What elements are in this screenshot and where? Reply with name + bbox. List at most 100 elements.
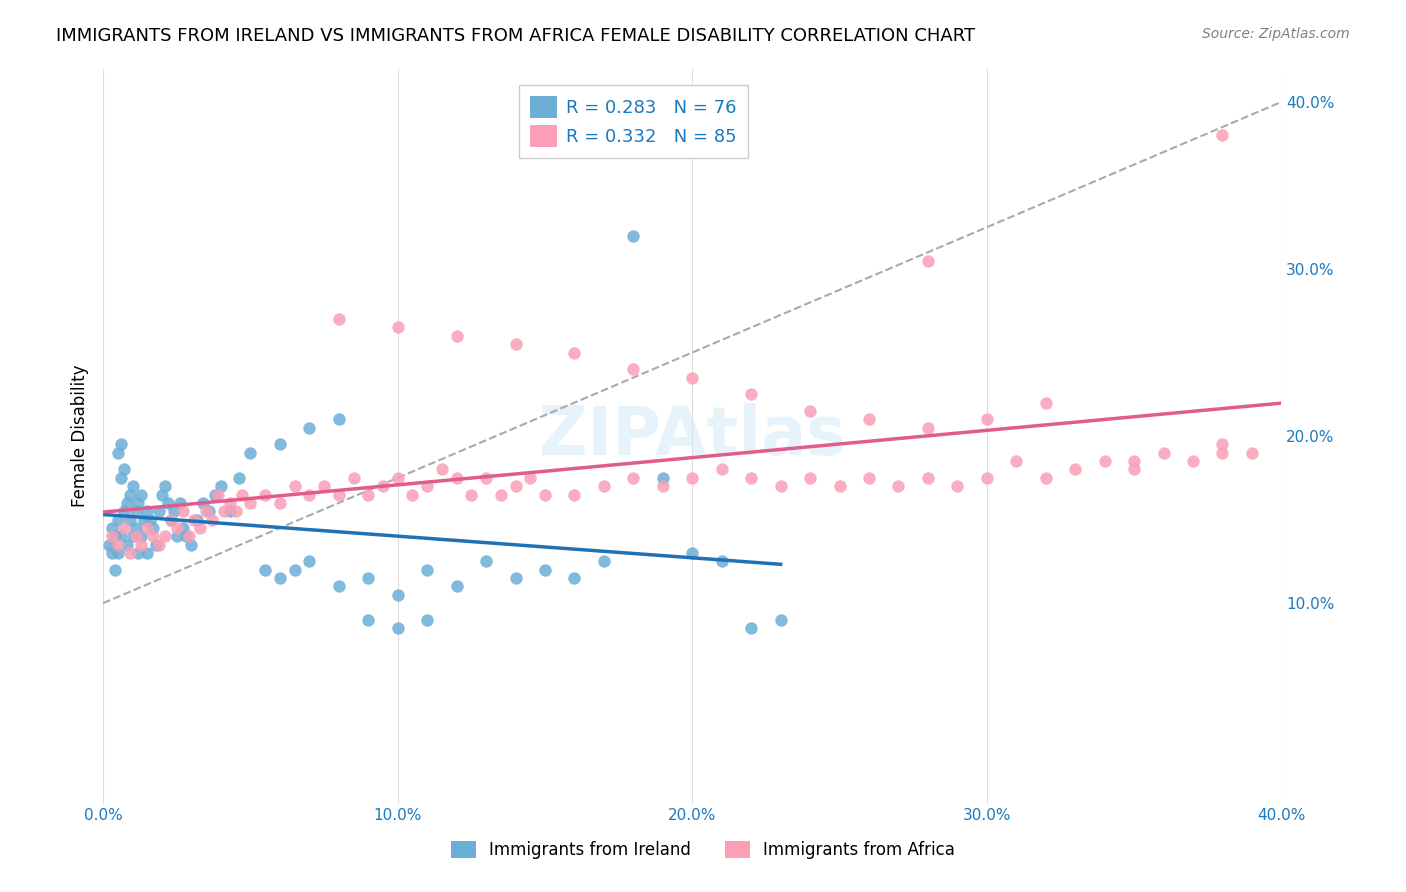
Point — [101, 529, 124, 543]
Point — [387, 320, 409, 334]
Point — [193, 496, 215, 510]
Point — [110, 437, 132, 451]
Point — [118, 513, 141, 527]
Point — [163, 504, 186, 518]
Point — [298, 487, 321, 501]
Point — [136, 546, 159, 560]
Point — [153, 529, 176, 543]
Point — [1240, 446, 1263, 460]
Point — [127, 496, 149, 510]
Point — [387, 588, 409, 602]
Point — [621, 362, 644, 376]
Point — [112, 504, 135, 518]
Point — [142, 529, 165, 543]
Point — [740, 387, 762, 401]
Point — [710, 462, 733, 476]
Point — [150, 487, 173, 501]
Point — [188, 521, 211, 535]
Point — [371, 479, 394, 493]
Point — [475, 471, 498, 485]
Point — [124, 529, 146, 543]
Point — [180, 538, 202, 552]
Point — [342, 471, 364, 485]
Point — [1211, 128, 1233, 143]
Point — [357, 487, 380, 501]
Point — [198, 504, 221, 518]
Point — [269, 571, 291, 585]
Point — [564, 487, 586, 501]
Point — [651, 479, 673, 493]
Point — [740, 471, 762, 485]
Point — [127, 546, 149, 560]
Point — [228, 471, 250, 485]
Point — [328, 412, 350, 426]
Point — [218, 496, 240, 510]
Point — [239, 446, 262, 460]
Point — [446, 471, 468, 485]
Point — [142, 521, 165, 535]
Point — [769, 613, 792, 627]
Point — [446, 328, 468, 343]
Point — [186, 513, 208, 527]
Point — [1123, 454, 1146, 468]
Point — [110, 529, 132, 543]
Point — [134, 513, 156, 527]
Point — [136, 521, 159, 535]
Point — [139, 513, 162, 527]
Point — [416, 563, 439, 577]
Point — [446, 579, 468, 593]
Point — [124, 504, 146, 518]
Point — [681, 370, 703, 384]
Point — [887, 479, 910, 493]
Point — [104, 563, 127, 577]
Point — [107, 446, 129, 460]
Point — [416, 479, 439, 493]
Point — [858, 412, 880, 426]
Point — [115, 496, 138, 510]
Point — [460, 487, 482, 501]
Point — [917, 421, 939, 435]
Point — [218, 504, 240, 518]
Point — [1035, 395, 1057, 409]
Point — [1064, 462, 1087, 476]
Point — [534, 563, 557, 577]
Point — [107, 513, 129, 527]
Point — [505, 479, 527, 493]
Point — [160, 513, 183, 527]
Point — [136, 504, 159, 518]
Point — [284, 563, 307, 577]
Point — [121, 479, 143, 493]
Point — [112, 521, 135, 535]
Point — [153, 479, 176, 493]
Point — [1094, 454, 1116, 468]
Point — [254, 487, 277, 501]
Point — [519, 471, 541, 485]
Point — [298, 421, 321, 435]
Point — [131, 487, 153, 501]
Point — [387, 471, 409, 485]
Point — [769, 479, 792, 493]
Point — [328, 579, 350, 593]
Point — [121, 529, 143, 543]
Point — [328, 487, 350, 501]
Point — [740, 621, 762, 635]
Text: IMMIGRANTS FROM IRELAND VS IMMIGRANTS FROM AFRICA FEMALE DISABILITY CORRELATION : IMMIGRANTS FROM IRELAND VS IMMIGRANTS FR… — [56, 27, 976, 45]
Point — [131, 538, 153, 552]
Point — [177, 529, 200, 543]
Point — [564, 571, 586, 585]
Point — [298, 554, 321, 568]
Point — [357, 571, 380, 585]
Point — [98, 538, 121, 552]
Point — [357, 613, 380, 627]
Point — [269, 437, 291, 451]
Text: Source: ZipAtlas.com: Source: ZipAtlas.com — [1202, 27, 1350, 41]
Point — [1153, 446, 1175, 460]
Point — [124, 521, 146, 535]
Point — [387, 621, 409, 635]
Point — [172, 504, 194, 518]
Point — [401, 487, 423, 501]
Point — [225, 504, 247, 518]
Point — [505, 571, 527, 585]
Point — [621, 228, 644, 243]
Point — [239, 496, 262, 510]
